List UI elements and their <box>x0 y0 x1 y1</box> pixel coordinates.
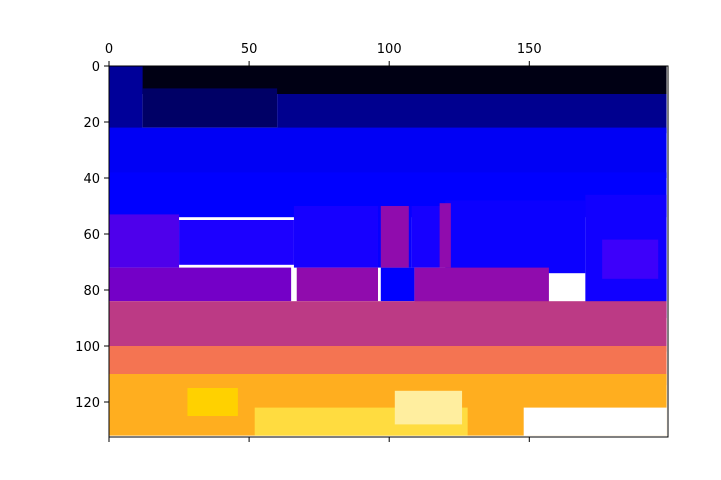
x-axis-top: 0 50 100 150 <box>105 42 542 66</box>
x-axis-bottom-ticks <box>108 437 530 442</box>
heatmap-region-11 <box>445 200 586 274</box>
y-tick-label: 40 <box>83 172 100 187</box>
y-tick-label: 100 <box>75 340 100 355</box>
heatmap-region-18 <box>380 206 409 268</box>
y-tick-label: 0 <box>92 60 100 75</box>
heatmap-region-26 <box>523 407 667 436</box>
heatmap-region-4 <box>109 127 667 178</box>
heatmap-region-20 <box>109 301 667 352</box>
x-tick-label: 0 <box>105 42 113 57</box>
y-tick-label: 60 <box>83 228 100 243</box>
heatmap-region-8 <box>293 206 378 268</box>
y-tick-label: 80 <box>83 284 100 299</box>
heatmap-region-16 <box>380 267 415 302</box>
heatmap-region-6 <box>109 214 180 268</box>
x-tick-label: 100 <box>377 42 402 57</box>
heatmap-region-14 <box>109 267 292 302</box>
y-tick-label: 120 <box>75 396 100 411</box>
heatmap-region-23 <box>187 388 238 416</box>
y-tick-label: 20 <box>83 116 100 131</box>
heatmap-region-2 <box>142 88 278 128</box>
heatmap-region-13 <box>602 239 659 279</box>
heatmap-image <box>109 66 667 436</box>
heatmap-region-15 <box>296 267 378 302</box>
x-tick-label: 150 <box>517 42 542 57</box>
heatmap-region-25 <box>394 390 463 425</box>
heatmap-region-19 <box>439 203 451 268</box>
heatmap-region-3 <box>277 94 667 134</box>
x-tick-label: 50 <box>241 42 258 57</box>
heatmap-region-7 <box>179 220 294 265</box>
y-axis-left: 0 20 40 60 80 100 120 <box>75 60 109 411</box>
plot-frame <box>108 65 669 438</box>
